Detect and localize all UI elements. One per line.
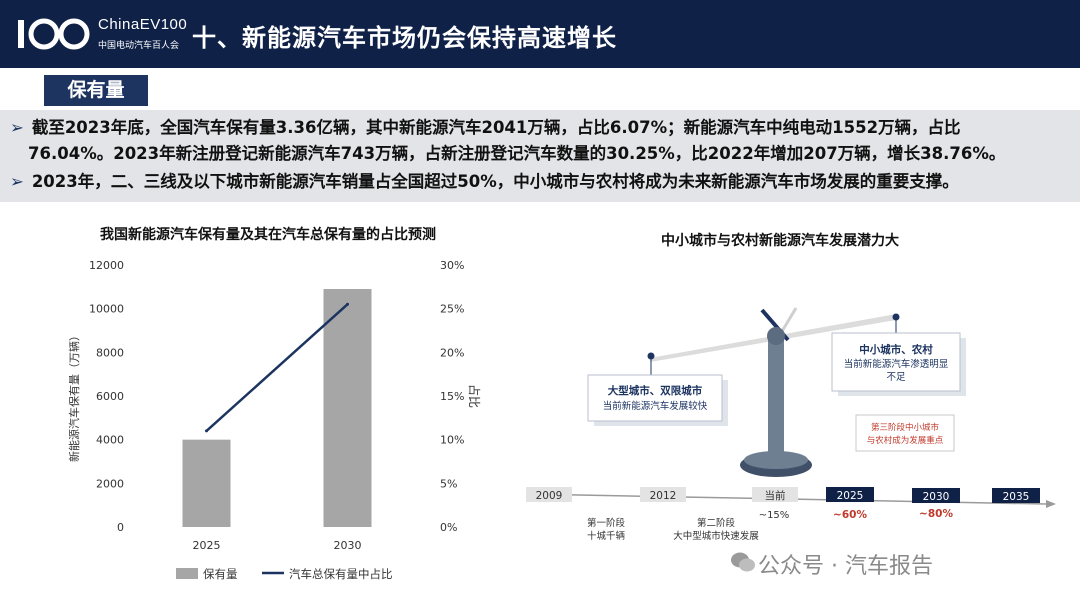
x-tick-label: 2025: [193, 539, 221, 552]
big-city-label: 大型城市、双限城市: [608, 384, 703, 397]
y2-axis-label: 占比: [467, 384, 482, 408]
section-tag: 保有量: [44, 75, 148, 106]
y2-tick-label: 30%: [440, 259, 464, 272]
watermark-text: 公众号 · 汽车报告: [758, 554, 933, 579]
pct-2025: ~60%: [833, 509, 867, 521]
stage3-line2: 与农村成为发展重点: [867, 435, 944, 446]
bullet-text: 2023年，二、三线及以下城市新能源汽车销量占全国超过50%，中小城市与农村将成…: [31, 172, 959, 191]
y-tick-label: 0: [117, 521, 124, 534]
diagram-title: 中小城市与农村新能源汽车发展潜力大: [661, 233, 899, 249]
bullet-item-1: ➢ 截至2023年底，全国汽车保有量3.36亿辆，其中新能源汽车2041万辆，占比…: [10, 115, 961, 141]
big-city-desc: 当前新能源汽车发展较快: [603, 400, 708, 412]
stage3-line1: 第三阶段中小城市: [871, 422, 940, 433]
scale-pivot: [767, 327, 785, 345]
small-city-label: 中小城市、农村: [859, 343, 933, 356]
legend-line-label: 汽车总保有量中占比: [289, 567, 393, 581]
bar-2025: [182, 439, 231, 527]
y-tick-label: 6000: [96, 390, 124, 403]
bar-line-chart: 0 2000 4000 6000 8000 10000 12000 0% 5% 10% 15% 20%…: [67, 259, 482, 581]
timeline-box-2030: [912, 488, 960, 503]
line-point-2025: [205, 429, 208, 433]
header-bar: ChinaEV100 中国电动汽车百人会 十、新能源汽车市场仍会保持高速增长: [0, 0, 1080, 68]
timeline-2030: 2030: [923, 491, 950, 503]
timeline-box-2035: [992, 488, 1040, 503]
y2-tick-label: 0%: [440, 521, 457, 534]
y2-tick-label: 25%: [440, 303, 464, 316]
line-series: [205, 303, 349, 432]
wechat-icon: [731, 552, 755, 572]
timeline-current: 当前: [765, 489, 786, 502]
y-tick-label: 2000: [96, 477, 124, 490]
timeline-2025: 2025: [837, 490, 864, 502]
timeline-2012: 2012: [650, 490, 677, 502]
y-tick-label: 8000: [96, 346, 124, 359]
y-axis-label: 新能源汽车保有量（万辆）: [67, 330, 81, 462]
timeline-box-2012: [640, 487, 686, 502]
small-city-desc-2: 不足: [886, 372, 906, 383]
timeline-2009: 2009: [536, 490, 563, 502]
y-tick-label: 4000: [96, 434, 124, 447]
y-tick-label: 12000: [89, 259, 124, 272]
stage2-line1: 第二阶段: [697, 517, 736, 529]
bullet-text: 76.04%。2023年新注册登记新能源汽车743万辆，占新注册登记汽车数量的3…: [28, 144, 1006, 163]
logo-100-icon: [18, 18, 90, 50]
stage1-line1: 第一阶段: [587, 517, 626, 529]
logo-subtitle: 中国电动汽车百人会: [98, 41, 180, 51]
y2-tick-label: 5%: [440, 477, 457, 490]
timeline-arrow-icon: [1046, 500, 1056, 508]
timeline-box-current: [752, 487, 798, 502]
small-city-desc-1: 当前新能源汽车渗透明显: [844, 358, 949, 370]
bullet-item-2: ➢ 2023年，二、三线及以下城市新能源汽车销量占全国超过50%，中小城市与农村将…: [10, 169, 959, 195]
legend-bar-label: 保有量: [203, 567, 238, 581]
bullet-text: 截至2023年底，全国汽车保有量3.36亿辆，其中新能源汽车2041万辆，占比6…: [31, 118, 961, 137]
timeline-box-2025: [826, 487, 874, 502]
x-tick-label: 2030: [334, 539, 362, 552]
small-city-box: [831, 332, 961, 392]
y-tick-label: 10000: [89, 303, 124, 316]
y2-tick-label: 10%: [440, 434, 464, 447]
chart-title: 我国新能源汽车保有量及其在汽车总保有量的占比预测: [100, 227, 436, 243]
timeline-box-2009: [526, 487, 572, 502]
pct-2030: ~80%: [919, 508, 953, 520]
legend-bar-swatch: [176, 568, 198, 579]
bullet-item-1-cont: 76.04%。2023年新注册登记新能源汽车743万辆，占新注册登记汽车数量的3…: [28, 141, 1005, 167]
line-point-2030: [346, 302, 349, 306]
stage2-line2: 大中型城市快速发展: [673, 530, 759, 542]
potential-diagram: 大型城市、双限城市 当前新能源汽车发展较快 中小城市、农村 当前新能源汽车渗透明…: [526, 307, 1056, 542]
y2-tick-label: 20%: [440, 346, 464, 359]
bar-2030: [323, 289, 372, 527]
bullet-arrow-icon: ➢: [10, 118, 24, 137]
scale-pillar: [768, 340, 784, 460]
stage3-box: [855, 414, 955, 452]
pct-current: ~15%: [759, 510, 790, 521]
big-city-box: [587, 374, 723, 422]
scale-base-top: [744, 451, 808, 469]
bullet-arrow-icon: ➢: [10, 172, 24, 191]
logo-brand-text: ChinaEV100: [98, 16, 188, 33]
page-title: 十、新能源汽车市场仍会保持高速增长: [192, 24, 617, 52]
timeline-2035: 2035: [1003, 491, 1030, 503]
stage1-line2: 十城千辆: [587, 530, 626, 542]
y2-tick-label: 15%: [440, 390, 464, 403]
bullet-panel: ➢ 截至2023年底，全国汽车保有量3.36亿辆，其中新能源汽车2041万辆，占比…: [0, 110, 1080, 202]
